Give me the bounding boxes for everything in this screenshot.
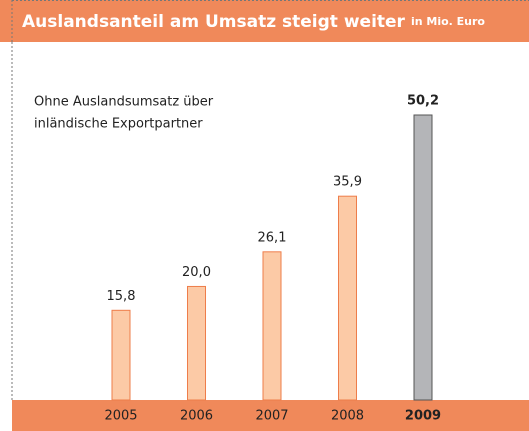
x-tick-label: 2009 bbox=[405, 409, 441, 424]
axis-band bbox=[12, 400, 529, 431]
bar bbox=[338, 195, 357, 401]
bar bbox=[262, 251, 282, 401]
value-label: 50,2 bbox=[407, 94, 439, 109]
value-label: 35,9 bbox=[333, 175, 362, 190]
x-tick-label: 2006 bbox=[180, 409, 213, 424]
value-label: 20,0 bbox=[182, 265, 211, 280]
x-tick-label: 2008 bbox=[331, 409, 364, 424]
annotation: Ohne Auslandsumsatz über bbox=[34, 95, 214, 110]
bar bbox=[413, 114, 433, 401]
bar bbox=[187, 285, 206, 401]
chart-title: Auslandsanteil am Umsatz steigt weiter in… bbox=[22, 12, 485, 32]
annotation: inländische Exportpartner bbox=[34, 117, 203, 132]
subtitle: in Mio. Euro bbox=[411, 15, 485, 28]
value-label: 15,8 bbox=[107, 289, 136, 304]
x-tick-label: 2007 bbox=[255, 409, 288, 424]
x-tick-label: 2005 bbox=[104, 409, 137, 424]
title-bar bbox=[0, 0, 529, 42]
value-label: 26,1 bbox=[258, 230, 287, 245]
bar bbox=[111, 309, 131, 401]
title: Auslandsanteil am Umsatz steigt weiter bbox=[22, 12, 406, 32]
